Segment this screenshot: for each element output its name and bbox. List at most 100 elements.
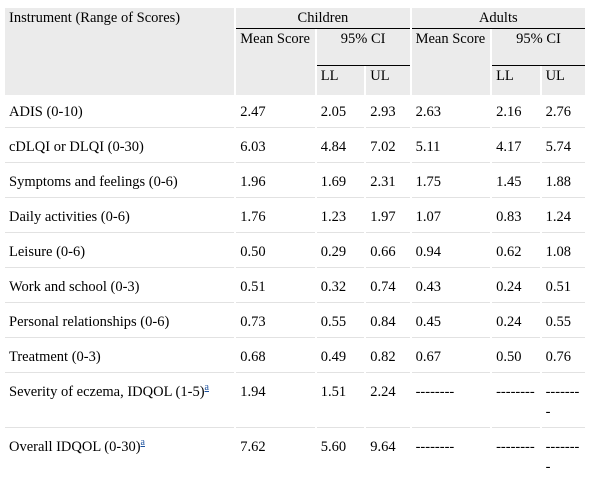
header-spacer-cell	[236, 90, 315, 95]
instrument-name: ADIS (0-10)	[9, 104, 83, 120]
children-ll-cell: 1.23	[316, 198, 365, 233]
children-ul-cell: 2.24	[366, 373, 410, 428]
adults-mean-cell: --------	[411, 373, 491, 428]
adults-ul-cell: 5.74	[541, 128, 585, 163]
header-spacer-cell	[492, 90, 540, 95]
adults-mean-cell: 1.75	[411, 163, 491, 198]
adults-ll-header: LL	[492, 66, 540, 90]
table-body: ADIS (0-10) 2.47 2.05 2.93 2.63 2.16 2.76 cDLQI…	[5, 95, 585, 482]
children-ll-cell: 0.55	[316, 303, 365, 338]
adults-mean-cell: 5.11	[411, 128, 491, 163]
adults-ul-cell: 0.76	[541, 338, 585, 373]
adults-ll-cell: 0.62	[492, 233, 540, 268]
adults-mean-cell: --------	[411, 428, 491, 482]
children-ll-header: LL	[316, 66, 365, 90]
children-mean-cell: 6.03	[236, 128, 315, 163]
instrument-name: Leisure (0-6)	[9, 244, 86, 260]
adults-mean-cell: 0.45	[411, 303, 491, 338]
children-ul-cell: 9.64	[366, 428, 410, 482]
children-ll-cell: 1.51	[316, 373, 365, 428]
instrument-cell: Treatment (0-3)	[5, 338, 235, 373]
adults-mean-cell: 0.67	[411, 338, 491, 373]
header-spacer-cell	[5, 90, 235, 95]
adults-ul-cell: 0.55	[541, 303, 585, 338]
children-mean-cell: 0.51	[236, 268, 315, 303]
instrument-header: Instrument (Range of Scores)	[5, 8, 235, 90]
table-row: cDLQI or DLQI (0-30) 6.03 4.84 7.02 5.11 4.17…	[5, 128, 585, 163]
children-ul-cell: 2.93	[366, 95, 410, 128]
children-mean-cell: 0.68	[236, 338, 315, 373]
children-ul-cell: 0.84	[366, 303, 410, 338]
header-row-groups: Instrument (Range of Scores) Children Ad…	[5, 8, 585, 90]
instrument-name: Severity of eczema, IDQOL (1-5)	[9, 384, 205, 400]
footnote-link[interactable]: a	[140, 437, 145, 449]
instrument-name: Treatment (0-3)	[9, 349, 101, 365]
table-row: Symptoms and feelings (0-6) 1.96 1.69 2.31 1…	[5, 163, 585, 198]
results-table: Instrument (Range of Scores) Children Ad…	[3, 8, 587, 482]
children-ll-cell: 5.60	[316, 428, 365, 482]
adults-ll-cell: 4.17	[492, 128, 540, 163]
adults-mean-score-header: Mean Score	[411, 29, 491, 90]
adults-ci-header: 95% CI	[492, 29, 585, 66]
children-ul-cell: 7.02	[366, 128, 410, 163]
footnote-link[interactable]: a	[204, 382, 209, 394]
header-spacer-cell	[316, 90, 365, 95]
adults-group-header: Adults	[411, 8, 585, 29]
adults-ll-cell: 0.24	[492, 303, 540, 338]
table-header: Instrument (Range of Scores) Children Ad…	[5, 8, 585, 95]
instrument-cell: Leisure (0-6)	[5, 233, 235, 268]
children-ci-header: 95% CI	[316, 29, 410, 66]
instrument-name: Work and school (0-3)	[9, 279, 140, 295]
adults-ll-cell: 0.24	[492, 268, 540, 303]
adults-mean-cell: 0.43	[411, 268, 491, 303]
table-row: ADIS (0-10) 2.47 2.05 2.93 2.63 2.16 2.76	[5, 95, 585, 128]
children-ul-cell: 0.82	[366, 338, 410, 373]
header-row-measures: Mean Score 95% CI Mean Score 95% CI	[5, 29, 585, 90]
adults-ul-header: UL	[541, 66, 585, 90]
instrument-cell: Daily activities (0-6)	[5, 198, 235, 233]
children-mean-cell: 2.47	[236, 95, 315, 128]
adults-ul-cell: 2.76	[541, 95, 585, 128]
children-ul-cell: 1.97	[366, 198, 410, 233]
header-spacer-row	[5, 90, 585, 95]
children-ul-cell: 0.74	[366, 268, 410, 303]
table-row: Overall IDQOL (0-30)a 7.62 5.60 9.64 -------…	[5, 428, 585, 482]
children-mean-cell: 0.73	[236, 303, 315, 338]
header-spacer-cell	[366, 90, 410, 95]
instrument-cell: Symptoms and feelings (0-6)	[5, 163, 235, 198]
table-row: Daily activities (0-6) 1.76 1.23 1.97 1.07 0.…	[5, 198, 585, 233]
table-row: Work and school (0-3) 0.51 0.32 0.74 0.43 0.2…	[5, 268, 585, 303]
header-row-limits: LL UL LL UL	[5, 66, 585, 90]
table-row: Personal relationships (0-6) 0.73 0.55 0.84…	[5, 303, 585, 338]
adults-ul-cell: 1.88	[541, 163, 585, 198]
instrument-cell: Severity of eczema, IDQOL (1-5)a	[5, 373, 235, 428]
adults-ll-cell: 2.16	[492, 95, 540, 128]
adults-ll-cell: 0.83	[492, 198, 540, 233]
instrument-name: Daily activities (0-6)	[9, 209, 130, 225]
adults-ll-cell: --------	[492, 373, 540, 428]
instrument-name: Personal relationships (0-6)	[9, 314, 170, 330]
children-mean-cell: 1.94	[236, 373, 315, 428]
adults-ll-cell: 0.50	[492, 338, 540, 373]
table-row: Treatment (0-3) 0.68 0.49 0.82 0.67 0.50 0.76	[5, 338, 585, 373]
adults-ul-cell: 1.08	[541, 233, 585, 268]
adults-mean-cell: 2.63	[411, 95, 491, 128]
header-spacer-cell	[411, 90, 491, 95]
children-ll-cell: 2.05	[316, 95, 365, 128]
instrument-cell: cDLQI or DLQI (0-30)	[5, 128, 235, 163]
instrument-name: Symptoms and feelings (0-6)	[9, 174, 178, 190]
children-group-header: Children	[236, 8, 410, 29]
children-ll-cell: 0.32	[316, 268, 365, 303]
adults-mean-cell: 1.07	[411, 198, 491, 233]
adults-ll-cell: 1.45	[492, 163, 540, 198]
instrument-cell: Personal relationships (0-6)	[5, 303, 235, 338]
children-ul-cell: 2.31	[366, 163, 410, 198]
adults-ul-cell: --------	[541, 373, 585, 428]
instrument-cell: Work and school (0-3)	[5, 268, 235, 303]
instrument-cell: Overall IDQOL (0-30)a	[5, 428, 235, 482]
children-mean-score-header: Mean Score	[236, 29, 315, 90]
children-mean-cell: 1.76	[236, 198, 315, 233]
adults-ul-cell: 1.24	[541, 198, 585, 233]
adults-mean-cell: 0.94	[411, 233, 491, 268]
adults-ll-cell: --------	[492, 428, 540, 482]
